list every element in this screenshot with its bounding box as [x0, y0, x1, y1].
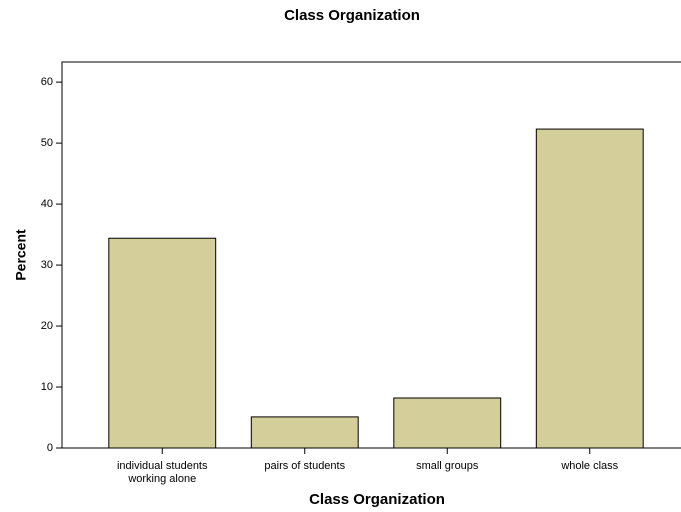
y-tick-label: 40	[41, 198, 53, 210]
y-tick-label: 10	[41, 381, 53, 393]
chart-title: Class Organization	[284, 7, 420, 24]
y-tick-label: 30	[41, 259, 53, 271]
bar	[108, 237, 217, 449]
bar	[250, 416, 359, 449]
x-tick-label: small groups	[416, 460, 479, 472]
x-tick-label: whole class	[561, 460, 619, 472]
y-tick-label: 0	[47, 442, 53, 454]
x-axis-title: Class Organization	[309, 491, 445, 508]
bar	[393, 397, 502, 449]
plot-frame	[61, 61, 681, 449]
y-tick-label: 50	[41, 137, 53, 149]
bar	[535, 128, 644, 449]
y-tick-label: 60	[41, 76, 53, 88]
y-tick-label: 20	[41, 320, 53, 332]
x-tick-label: individual students working alone	[116, 460, 208, 485]
x-tick-label: pairs of students	[264, 460, 346, 472]
y-axis-title: Percent	[13, 229, 29, 281]
